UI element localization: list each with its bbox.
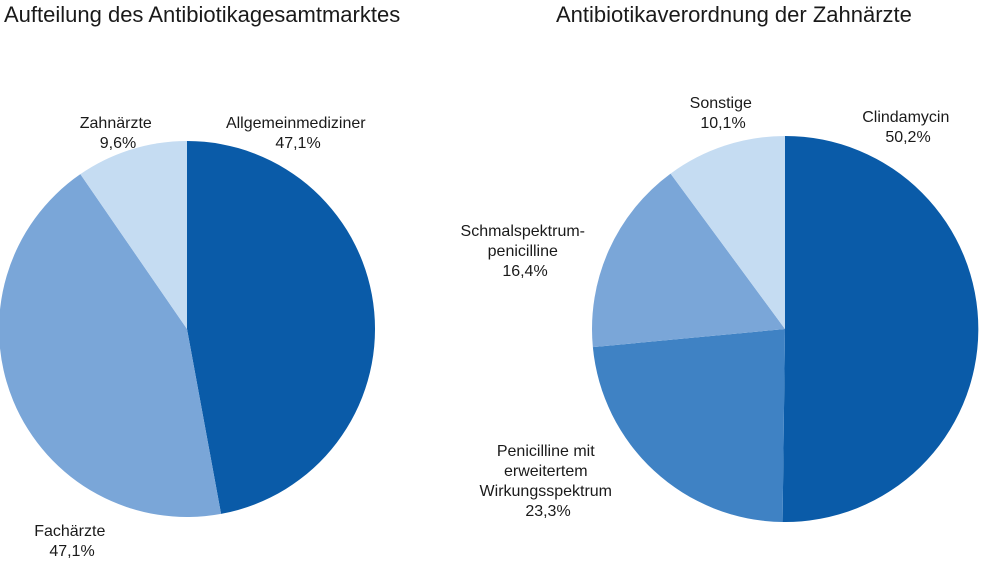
dentists-slice-3: [670, 136, 785, 329]
slice-label-zahnaerzte: Zahnärzte 9,6%: [80, 115, 157, 152]
chart-title-dentists: Antibiotikaverordnung der Zahnärzte: [556, 2, 912, 27]
slice-label-clindamycin: Clindamycin 50,2%: [862, 109, 954, 146]
market-slice-1: [0, 174, 222, 518]
pie-dentists: [592, 135, 979, 522]
slice-label-sonstige: Sonstige 10,1%: [690, 95, 757, 132]
pie-market: [0, 141, 376, 518]
market-slice-2: [80, 141, 187, 329]
slice-label-penicilline-erweitert: Penicilline mit erweitertem Wirkungsspek…: [480, 443, 617, 520]
dentists-slice-1: [592, 329, 785, 522]
dentists-slice-0: [782, 135, 979, 522]
slice-label-schmalspektrum: Schmalspektrum- penicilline 16,4%: [461, 223, 590, 280]
dentists-slice-2: [592, 173, 785, 348]
chart-title-market: Aufteilung des Antibiotikagesamtmarktes: [4, 2, 401, 27]
slice-label-fachaerzte: Fachärzte 47,1%: [34, 523, 110, 560]
slice-label-allgemeinmediziner: Allgemeinmediziner 47,1%: [226, 115, 370, 152]
market-slice-0: [187, 141, 376, 514]
